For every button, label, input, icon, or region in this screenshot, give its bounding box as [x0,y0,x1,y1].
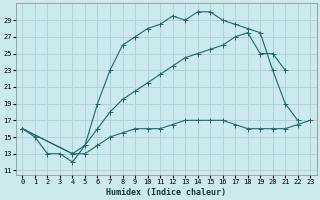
X-axis label: Humidex (Indice chaleur): Humidex (Indice chaleur) [106,188,226,197]
